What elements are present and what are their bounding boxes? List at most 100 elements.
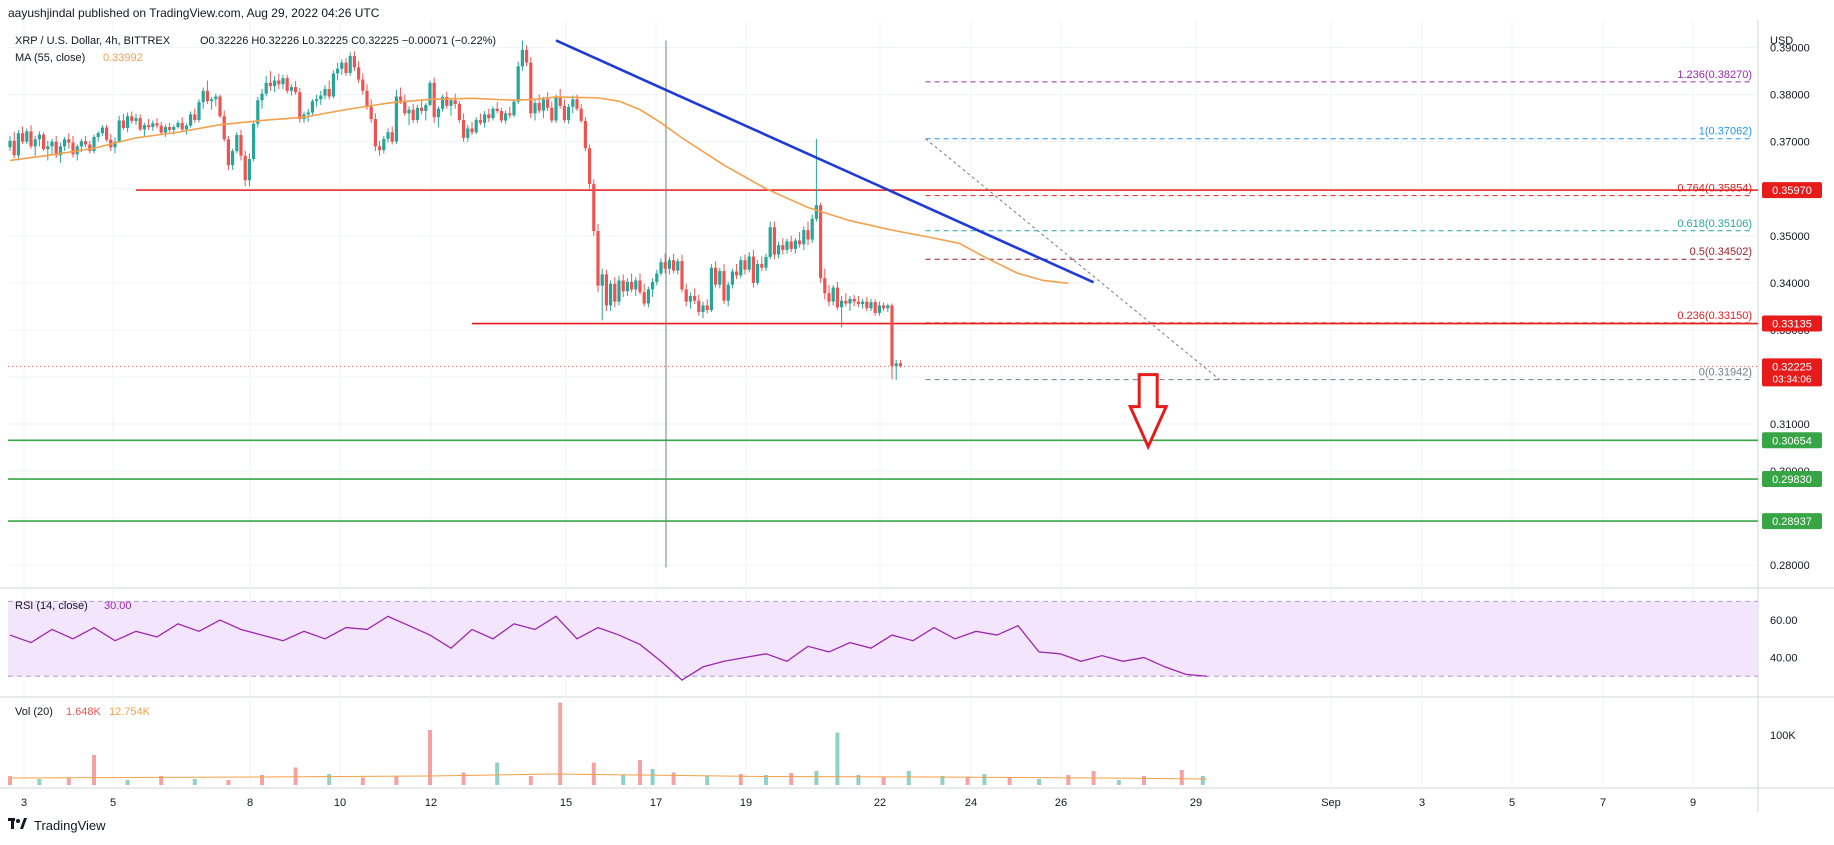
candle-body: [680, 261, 684, 290]
x-tick-label: 7: [1600, 797, 1606, 809]
volume-ma-line: [9, 773, 1208, 780]
price-tag-label: 0.32225: [1772, 361, 1812, 373]
candle-body: [163, 127, 167, 133]
candle-body: [193, 114, 197, 120]
volume-tick-label: 100K: [1770, 730, 1796, 742]
candle-body: [218, 96, 222, 117]
candle-body: [617, 280, 621, 302]
candle-body: [260, 93, 264, 101]
price-tag: [1762, 315, 1822, 332]
candle-body: [168, 127, 172, 130]
y-tick-label: 0.39000: [1770, 43, 1810, 55]
candle-body: [806, 230, 810, 240]
candle-body: [583, 120, 587, 149]
candle-body: [504, 113, 508, 121]
candle-body: [252, 123, 256, 160]
y-axis-unit: USD: [1770, 35, 1793, 47]
footer-brand[interactable]: TradingView: [8, 818, 106, 833]
candle-body: [474, 120, 478, 133]
candle-body: [882, 305, 886, 309]
candle-body: [382, 138, 386, 151]
candle-body: [898, 363, 902, 367]
candle-body: [369, 106, 373, 120]
candle-body: [814, 205, 818, 219]
volume-bar: [764, 775, 768, 785]
candle-body: [554, 96, 558, 121]
candle-body: [831, 287, 835, 302]
candle-body: [676, 261, 680, 271]
candle-body: [348, 56, 352, 73]
candle-body: [688, 296, 692, 302]
candle-body: [546, 99, 550, 108]
candle-body: [890, 305, 894, 367]
rsi-line: [9, 615, 1208, 681]
volume-bar: [226, 780, 231, 785]
candle-body: [113, 141, 117, 148]
price-tag-label: 0.30654: [1772, 435, 1812, 447]
candle-body: [394, 96, 398, 142]
candle-body: [88, 144, 92, 152]
candle-body: [126, 116, 130, 128]
candle-body: [499, 111, 503, 121]
candle-body: [327, 88, 331, 97]
candle-body: [386, 132, 390, 139]
candle-body: [344, 62, 348, 73]
candle-body: [352, 56, 356, 68]
volume-bar: [528, 776, 533, 785]
candle-body: [25, 131, 29, 142]
candle-body: [798, 240, 802, 245]
candle-body: [894, 363, 898, 367]
candle-body: [609, 283, 613, 306]
candle-body: [298, 92, 302, 120]
candle-body: [852, 298, 856, 302]
candle-body: [340, 62, 344, 69]
candle-body: [613, 283, 617, 302]
candle-body: [823, 278, 827, 294]
volume-bar: [591, 762, 596, 785]
volume-bar: [705, 776, 710, 785]
candle-body: [487, 114, 491, 119]
candle-body: [54, 141, 58, 156]
candle-body: [42, 134, 46, 150]
candle-body: [180, 122, 184, 130]
volume-legend-label: Vol (20): [15, 706, 53, 718]
candle-body: [462, 120, 466, 138]
fibonacci-trend-line: [925, 138, 1220, 381]
candle-body: [646, 289, 650, 304]
candle-body: [529, 62, 533, 114]
candle-body: [142, 125, 146, 130]
price-tag: [1762, 182, 1822, 199]
candle-body: [21, 133, 25, 142]
x-tick-label: 29: [1190, 797, 1202, 809]
price-legend-symbol: XRP / U.S. Dollar, 4h, BITTREX: [15, 35, 171, 47]
candle-body: [361, 79, 365, 91]
candle-body: [764, 256, 768, 268]
volume-bar: [125, 780, 130, 785]
candle-body: [478, 120, 482, 123]
fibonacci-level-label: 0.764(0.35854): [1677, 183, 1752, 195]
candle-body: [663, 262, 667, 269]
candle-body: [873, 302, 877, 313]
candle-body: [789, 241, 793, 249]
price-tag-label: 0.28937: [1772, 516, 1812, 528]
candle-body: [709, 267, 713, 311]
x-tick-label: 8: [247, 797, 253, 809]
candle-body: [134, 118, 138, 121]
candle-body: [176, 122, 180, 128]
candle-body: [289, 87, 293, 91]
candle-body: [147, 125, 151, 128]
candle-body: [751, 256, 755, 283]
rsi-tick-label: 60.00: [1770, 615, 1798, 627]
candle-body: [848, 298, 852, 304]
candle-body: [571, 99, 575, 107]
y-tick-label: 0.31000: [1770, 419, 1810, 431]
candle-body: [243, 155, 247, 181]
candle-body: [642, 292, 646, 304]
candle-body: [533, 103, 537, 114]
candle-body: [621, 280, 625, 292]
candle-body: [781, 245, 785, 250]
candle-body: [449, 100, 453, 106]
candle-body: [277, 80, 281, 85]
candle-body: [436, 108, 440, 118]
